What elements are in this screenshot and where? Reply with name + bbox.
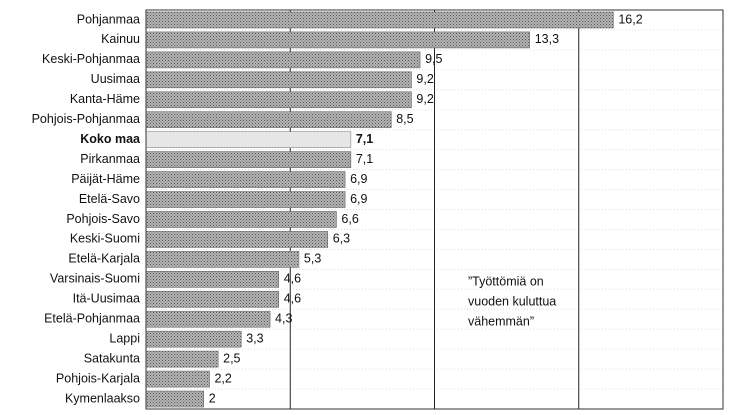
value-label: 6,6 (341, 212, 358, 226)
value-label: 9,2 (416, 92, 433, 106)
value-label: 4,3 (275, 312, 292, 326)
value-label: 6,9 (350, 172, 367, 186)
y-tick-label: Varsinais-Suomi (50, 272, 140, 286)
y-tick-label: Uusimaa (91, 72, 140, 86)
value-label: 2,2 (214, 371, 231, 385)
y-tick-label: Kymenlaakso (65, 391, 140, 405)
value-label: 4,6 (284, 292, 301, 306)
bar (145, 31, 531, 49)
bar (145, 310, 271, 328)
value-label: 9,5 (425, 52, 442, 66)
annotation: ”Työttömiä on (468, 274, 544, 288)
bar (145, 390, 205, 408)
value-label: 3,3 (246, 331, 263, 345)
y-tick-label: Koko maa (80, 132, 141, 146)
y-tick-label: Pohjanmaa (77, 12, 140, 26)
y-tick-label: Pohjois-Savo (66, 212, 140, 226)
y-tick-label: Lappi (109, 331, 140, 345)
y-tick-label: Keski-Pohjanmaa (42, 52, 140, 66)
bar (145, 151, 352, 168)
value-label: 6,9 (350, 192, 367, 206)
bar (145, 350, 219, 368)
bar (145, 131, 352, 148)
y-tick-label: Kainuu (101, 32, 140, 46)
y-tick-label: Pohjois-Pohjanmaa (32, 112, 140, 126)
y-tick-label: Etelä-Savo (79, 192, 140, 206)
bar (145, 231, 329, 248)
value-label: 9,2 (416, 72, 433, 86)
bar (145, 370, 210, 388)
y-tick-label: Itä-Uusimaa (73, 292, 140, 306)
bar (145, 330, 242, 348)
value-label: 5,3 (304, 252, 321, 266)
value-label: 7,1 (356, 132, 373, 146)
y-tick-label: Satakunta (84, 351, 140, 365)
y-tick-label: Keski-Suomi (70, 232, 140, 246)
value-label: 2,5 (223, 351, 240, 365)
bar (145, 211, 337, 228)
value-label: 6,3 (333, 232, 350, 246)
annotation: vähemmän” (468, 314, 534, 328)
value-label: 4,6 (284, 272, 301, 286)
annotation: vuoden kuluttua (468, 294, 556, 308)
bar (145, 271, 280, 288)
y-tick-label: Etelä-Karjala (68, 252, 140, 266)
value-label: 13,3 (535, 32, 559, 46)
y-tick-label: Pohjois-Karjala (56, 371, 140, 385)
bar (145, 251, 300, 268)
plot-frame (145, 9, 724, 410)
bar (145, 171, 346, 188)
bar (145, 191, 346, 208)
value-label: 16,2 (618, 12, 642, 26)
bar (145, 51, 421, 69)
value-label: 2 (209, 391, 216, 405)
bar (145, 111, 392, 129)
bar (145, 11, 614, 29)
y-tick-label: Kanta-Häme (70, 92, 140, 106)
bar (145, 290, 280, 308)
value-label: 7,1 (356, 152, 373, 166)
y-tick-label: Etelä-Pohjanmaa (44, 312, 140, 326)
y-tick-label: Päijät-Häme (71, 172, 140, 186)
y-tick-label: Pirkanmaa (80, 152, 140, 166)
bar (145, 71, 412, 89)
bar (145, 91, 412, 109)
value-label: 8,5 (396, 112, 413, 126)
